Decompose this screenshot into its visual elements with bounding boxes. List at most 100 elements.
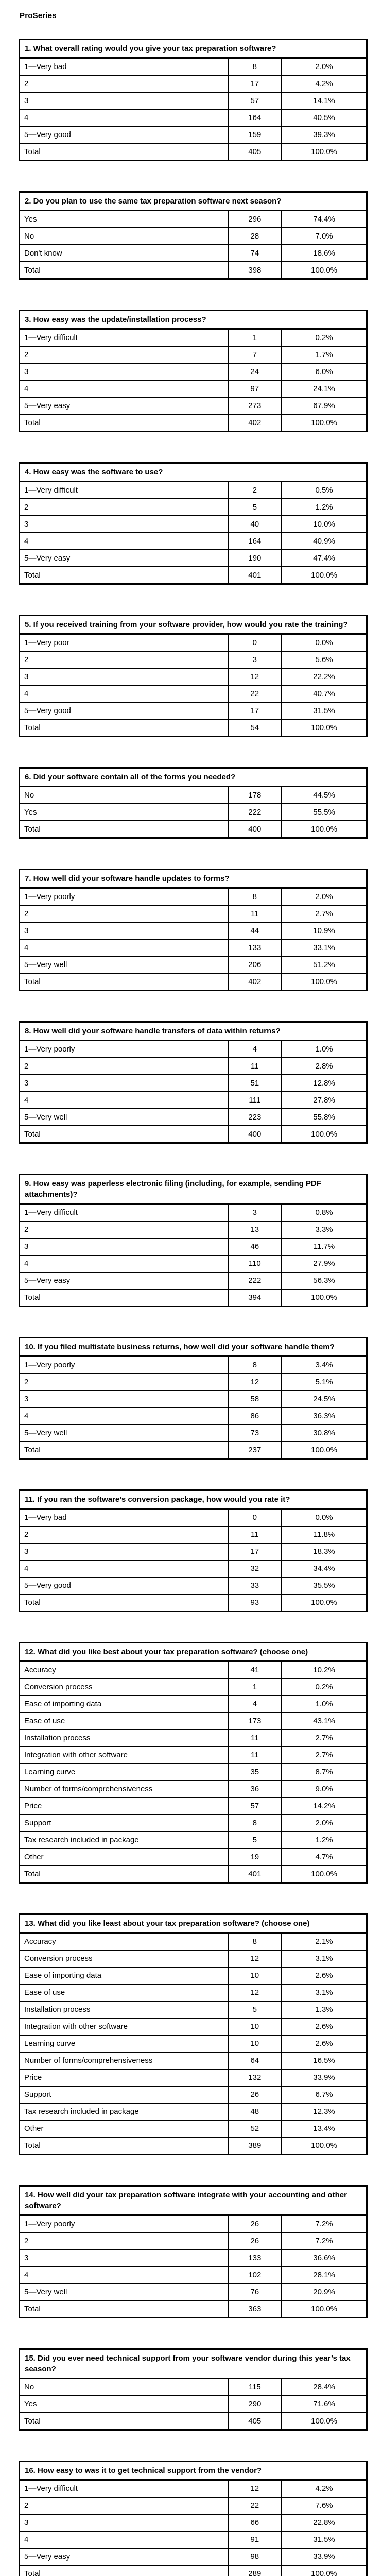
response-percent: 22.2% bbox=[281, 668, 368, 686]
response-percent: 40.7% bbox=[281, 685, 368, 703]
response-count: 32 bbox=[227, 1560, 283, 1578]
response-count: 35 bbox=[227, 1763, 283, 1781]
response-count: 24 bbox=[227, 363, 283, 381]
table-row: Price 132 33.9% bbox=[19, 2069, 368, 2087]
response-percent: 9.0% bbox=[281, 1780, 368, 1798]
answer-label: 1—Very poorly bbox=[19, 1355, 229, 1374]
response-count: 405 bbox=[227, 143, 283, 161]
response-count: 7 bbox=[227, 346, 283, 364]
question-row: 3. How easy was the update/installation … bbox=[19, 310, 368, 330]
response-count: 86 bbox=[227, 1407, 283, 1425]
question-row: 6. Did your software contain all of the … bbox=[19, 767, 368, 787]
answer-label: Ease of use bbox=[19, 1984, 229, 2002]
answer-label: Total bbox=[19, 261, 229, 280]
answer-label: 2 bbox=[19, 1526, 229, 1544]
answer-label: 5—Very well bbox=[19, 2283, 229, 2301]
response-count: 1 bbox=[227, 1678, 283, 1696]
total-row: Total 401 100.0% bbox=[19, 566, 368, 585]
answer-label: 3 bbox=[19, 2249, 229, 2267]
table-row: Yes 222 55.5% bbox=[19, 803, 368, 821]
question-row: 10. If you filed multistate business ret… bbox=[19, 1337, 368, 1357]
response-percent: 51.2% bbox=[281, 956, 368, 974]
response-count: 401 bbox=[227, 1865, 283, 1884]
response-percent: 100.0% bbox=[281, 973, 368, 991]
response-percent: 6.7% bbox=[281, 2086, 368, 2104]
question-row: 14. How well did your tax preparation so… bbox=[19, 2185, 368, 2216]
response-count: 206 bbox=[227, 956, 283, 974]
answer-label: Accuracy bbox=[19, 1660, 229, 1679]
table-row: Tax research included in package 5 1.2% bbox=[19, 1831, 368, 1849]
answer-label: 1—Very poorly bbox=[19, 2214, 229, 2233]
response-count: 296 bbox=[227, 210, 283, 228]
answer-label: 3 bbox=[19, 1543, 229, 1561]
response-count: 289 bbox=[227, 2565, 283, 2576]
response-percent: 2.8% bbox=[281, 1057, 368, 1075]
response-count: 8 bbox=[227, 1355, 283, 1374]
answer-label: 4 bbox=[19, 2266, 229, 2284]
answer-label: 5—Very good bbox=[19, 126, 229, 144]
response-count: 73 bbox=[227, 1424, 283, 1442]
response-percent: 40.9% bbox=[281, 532, 368, 550]
response-percent: 2.7% bbox=[281, 905, 368, 923]
response-count: 74 bbox=[227, 244, 283, 262]
answer-label: 4 bbox=[19, 685, 229, 703]
response-count: 12 bbox=[227, 1950, 283, 1968]
question-text: 15. Did you ever need technical support … bbox=[19, 2348, 368, 2379]
response-count: 8 bbox=[227, 1932, 283, 1951]
table-row: Accuracy 8 2.1% bbox=[19, 1932, 368, 1951]
response-count: 22 bbox=[227, 685, 283, 703]
answer-label: 1—Very bad bbox=[19, 57, 229, 76]
response-count: 173 bbox=[227, 1712, 283, 1730]
response-percent: 7.2% bbox=[281, 2214, 368, 2233]
answer-label: 4 bbox=[19, 1255, 229, 1273]
response-count: 290 bbox=[227, 2395, 283, 2413]
table-row: Ease of use 12 3.1% bbox=[19, 1984, 368, 2002]
response-percent: 0.0% bbox=[281, 1508, 368, 1527]
response-count: 17 bbox=[227, 1543, 283, 1561]
question-text: 6. Did your software contain all of the … bbox=[19, 767, 368, 787]
question-row: 16. How easy to was it to get technical … bbox=[19, 2461, 368, 2481]
response-percent: 11.7% bbox=[281, 1238, 368, 1256]
answer-label: 1—Very poorly bbox=[19, 887, 229, 906]
response-percent: 1.2% bbox=[281, 498, 368, 516]
response-percent: 2.7% bbox=[281, 1746, 368, 1764]
response-count: 133 bbox=[227, 939, 283, 957]
response-count: 401 bbox=[227, 566, 283, 585]
response-percent: 8.7% bbox=[281, 1763, 368, 1781]
survey-table: 12. What did you like best about your ta… bbox=[19, 1642, 368, 1884]
response-count: 178 bbox=[227, 786, 283, 804]
response-count: 398 bbox=[227, 261, 283, 280]
response-percent: 71.6% bbox=[281, 2395, 368, 2413]
answer-label: 3 bbox=[19, 922, 229, 940]
response-percent: 24.5% bbox=[281, 1390, 368, 1408]
question-row: 11. If you ran the software’s conversion… bbox=[19, 1489, 368, 1510]
response-count: 76 bbox=[227, 2283, 283, 2301]
response-count: 2 bbox=[227, 481, 283, 499]
response-percent: 56.3% bbox=[281, 1272, 368, 1290]
response-percent: 27.8% bbox=[281, 1091, 368, 1109]
question-text: 12. What did you like best about your ta… bbox=[19, 1642, 368, 1662]
answer-label: 1—Very difficult bbox=[19, 1203, 229, 1222]
question-row: 15. Did you ever need technical support … bbox=[19, 2348, 368, 2379]
response-percent: 10.2% bbox=[281, 1660, 368, 1679]
table-row: 4 22 40.7% bbox=[19, 685, 368, 703]
answer-label: Total bbox=[19, 820, 229, 839]
table-row: 5—Very well 76 20.9% bbox=[19, 2283, 368, 2301]
question-text: 14. How well did your tax preparation so… bbox=[19, 2185, 368, 2216]
table-row: 1—Very difficult 3 0.8% bbox=[19, 1203, 368, 1222]
response-percent: 100.0% bbox=[281, 1125, 368, 1144]
table-row: 4 111 27.8% bbox=[19, 1091, 368, 1109]
table-row: Conversion process 12 3.1% bbox=[19, 1950, 368, 1968]
table-row: Integration with other software 11 2.7% bbox=[19, 1746, 368, 1764]
response-count: 17 bbox=[227, 75, 283, 93]
table-row: Integration with other software 10 2.6% bbox=[19, 2018, 368, 2036]
response-count: 40 bbox=[227, 515, 283, 533]
response-percent: 55.5% bbox=[281, 803, 368, 821]
answer-label: No bbox=[19, 786, 229, 804]
question-row: 9. How easy was paperless electronic fil… bbox=[19, 1174, 368, 1205]
response-percent: 10.9% bbox=[281, 922, 368, 940]
response-percent: 31.5% bbox=[281, 2531, 368, 2549]
answer-label: Yes bbox=[19, 803, 229, 821]
table-row: 3 40 10.0% bbox=[19, 515, 368, 533]
answer-label: Total bbox=[19, 2412, 229, 2431]
